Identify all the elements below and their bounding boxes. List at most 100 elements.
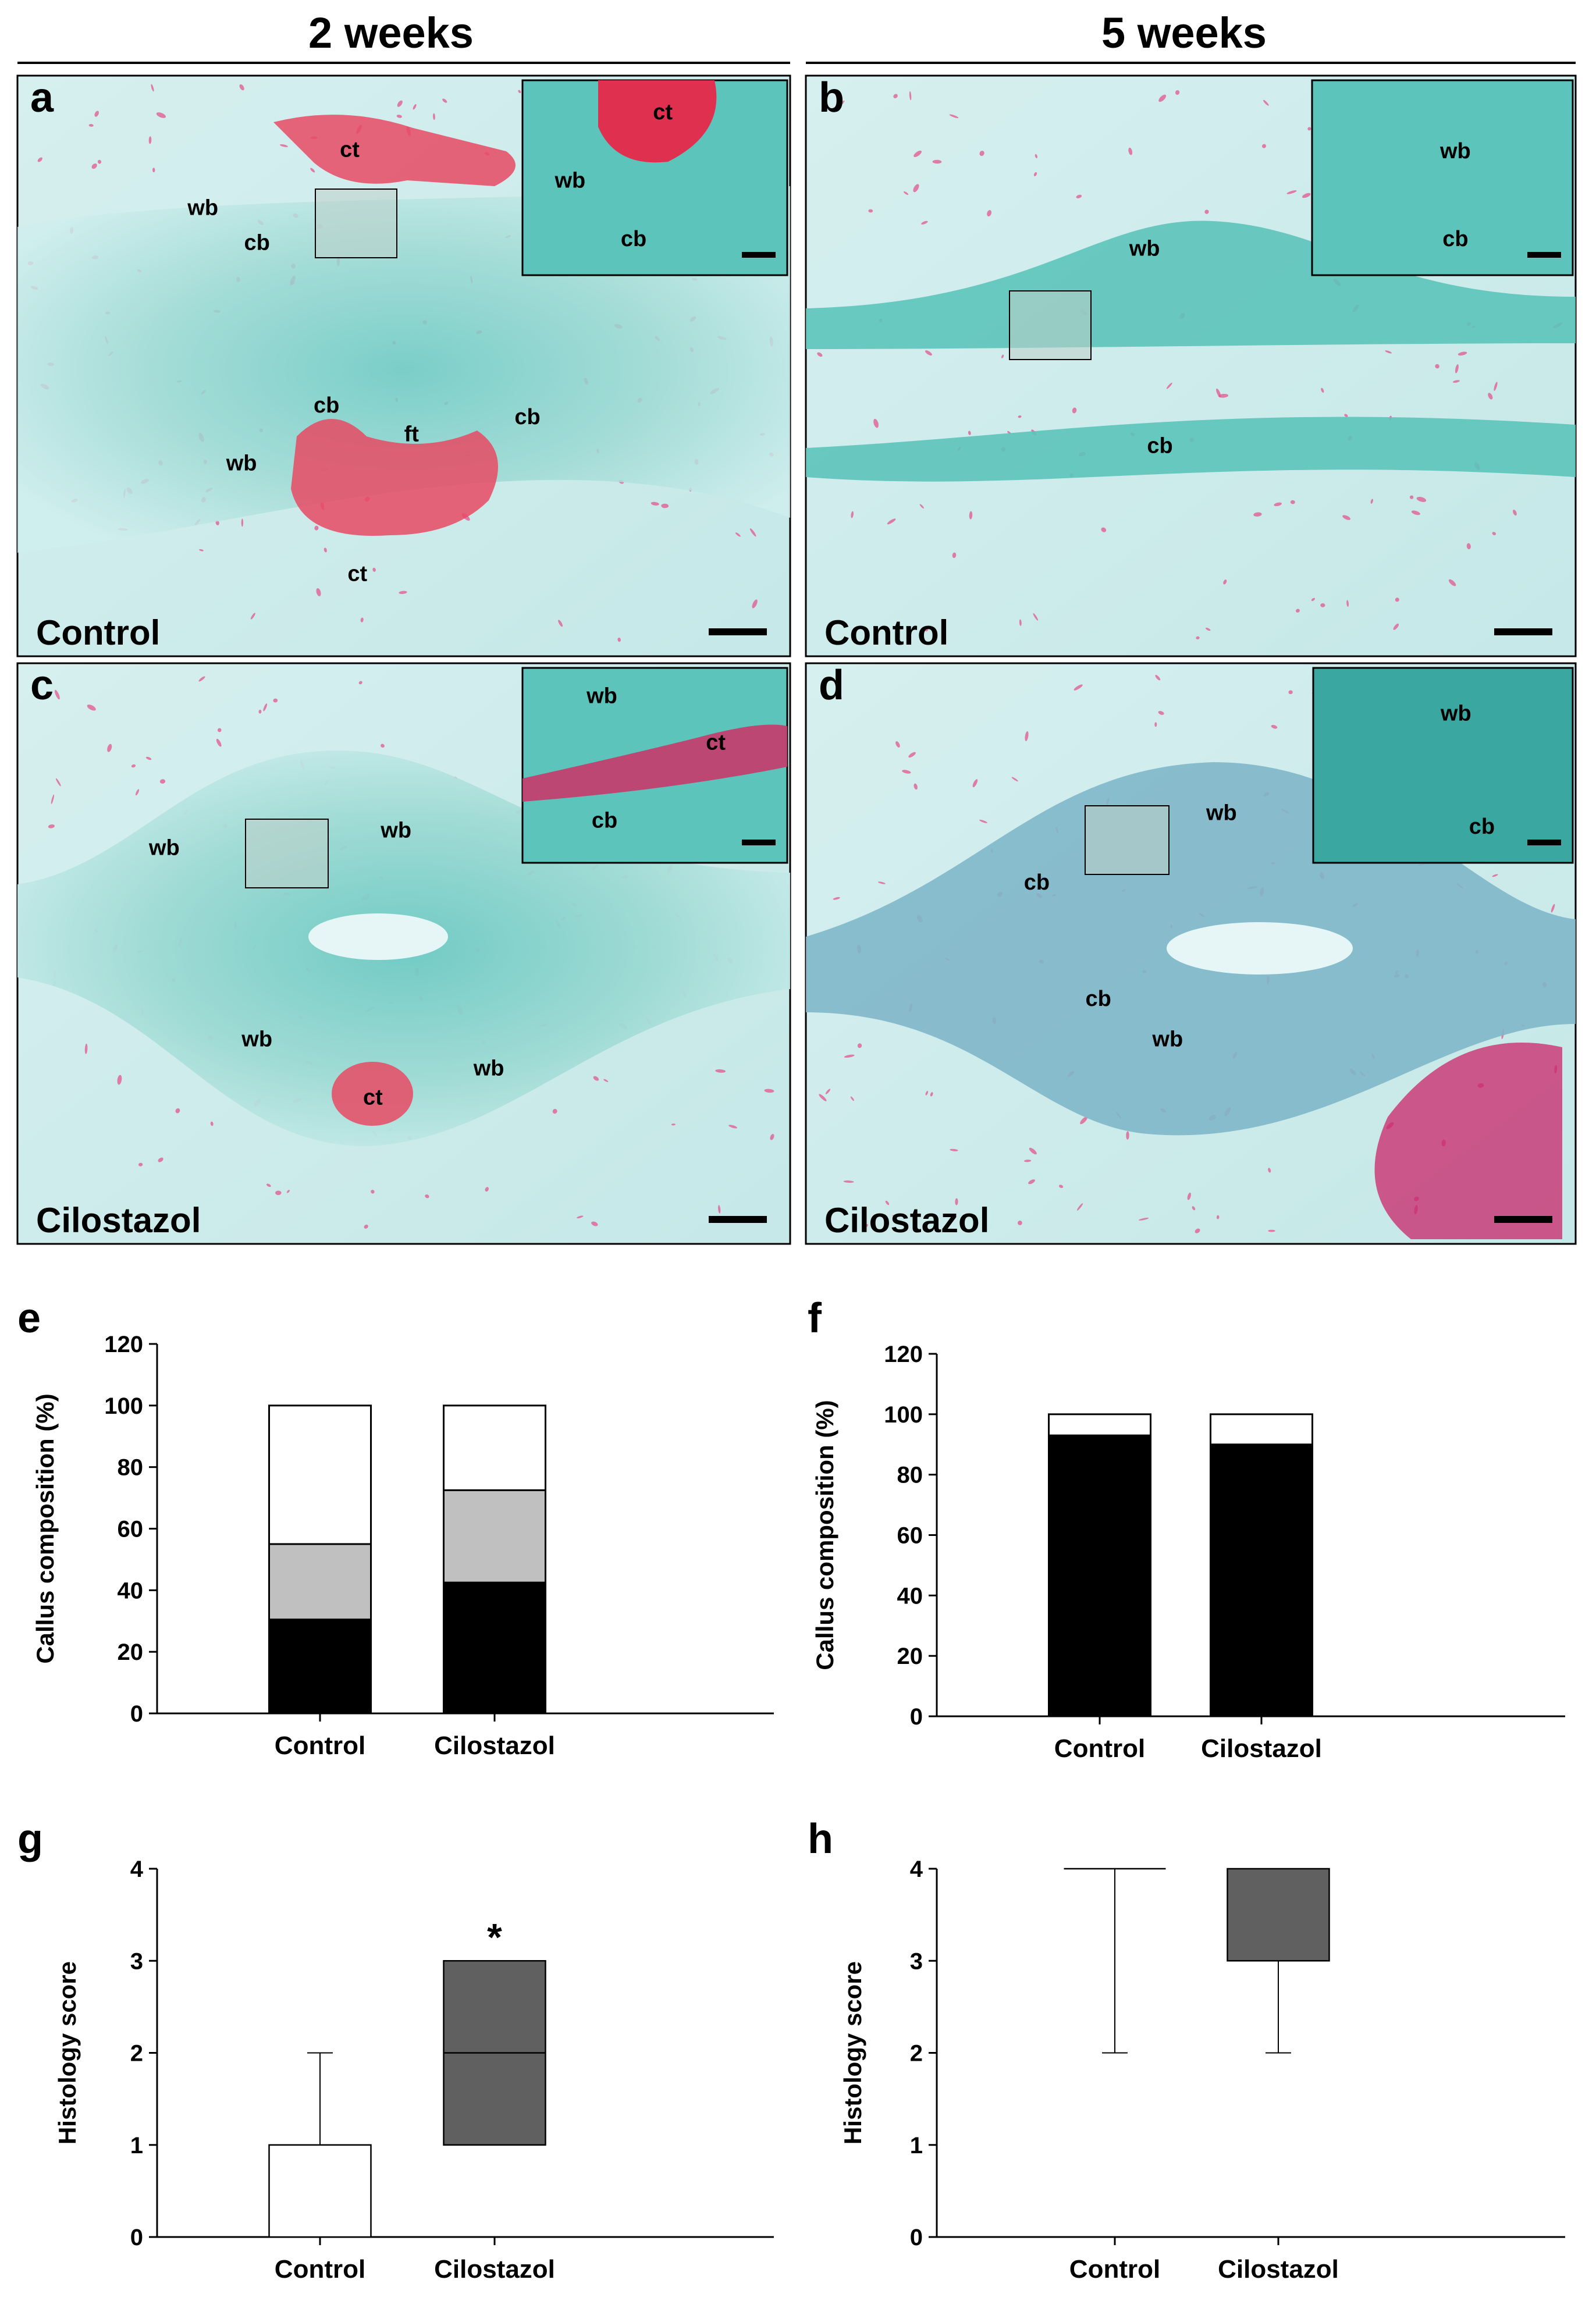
pink-cell — [868, 209, 873, 213]
pink-cell — [286, 1190, 290, 1193]
pink-cell — [1307, 127, 1311, 131]
pink-cell — [603, 1079, 609, 1082]
x-category-label: Cilostazol — [1201, 1734, 1322, 1763]
pink-cell — [892, 1214, 901, 1217]
group-label: Control — [36, 613, 160, 652]
pink-cell — [1072, 407, 1077, 414]
pink-cell — [878, 881, 886, 884]
y-tick-label: 100 — [884, 1402, 923, 1428]
bar-segment — [1210, 1443, 1313, 1717]
pink-cell — [1296, 609, 1300, 613]
y-tick-label: 120 — [884, 1342, 923, 1367]
y-tick-label: 60 — [118, 1517, 144, 1542]
tissue-label: ct — [340, 138, 360, 162]
pink-cell — [48, 824, 55, 828]
pink-cell — [952, 552, 957, 559]
pink-cell — [819, 1094, 827, 1101]
pink-cell — [1271, 725, 1278, 729]
pink-cell — [1346, 600, 1349, 607]
chart-letter: f — [808, 1295, 822, 1342]
inset-label: wb — [554, 168, 586, 193]
inset-label: wb — [586, 684, 617, 708]
pink-cell — [51, 794, 55, 805]
magnified-region-box — [1085, 805, 1170, 875]
column-title-5-weeks: 5 weeks — [1101, 9, 1267, 57]
inset-label: ct — [653, 100, 673, 125]
pink-cell — [397, 100, 403, 107]
chart-letter: g — [17, 1816, 43, 1862]
inset-label: wb — [1439, 139, 1471, 163]
group-label: Cilostazol — [824, 1201, 989, 1240]
chart-letter: e — [17, 1295, 41, 1342]
pink-cell — [1218, 393, 1229, 398]
pink-cell — [924, 627, 929, 632]
pink-cell — [1492, 532, 1497, 535]
photo-panel-a: ct wb cb ct wb cb cb ft cb wb ct a Control — [16, 74, 791, 657]
pink-cell — [55, 778, 61, 787]
pink-cell — [413, 104, 417, 110]
pink-cell — [37, 157, 42, 162]
pink-cell — [902, 770, 911, 774]
pink-cell — [117, 1075, 122, 1085]
pink-cell — [156, 112, 166, 118]
tissue-label: ct — [363, 1086, 383, 1110]
y-tick-label: 40 — [118, 1578, 144, 1603]
bar-segment — [268, 1543, 372, 1621]
pink-cell — [41, 1227, 46, 1231]
pink-cell — [1288, 690, 1293, 695]
pink-cell — [1018, 415, 1022, 418]
inset-cartilage — [522, 724, 787, 802]
pink-cell — [54, 689, 60, 700]
tissue-label: cb — [244, 230, 270, 255]
pink-cell — [913, 783, 918, 790]
pink-cell — [1033, 613, 1039, 621]
pink-cell — [1551, 904, 1555, 913]
tissue — [806, 221, 1576, 482]
y-tick-label: 0 — [910, 2225, 923, 2250]
magnified-region-box — [1009, 290, 1092, 360]
pink-cell — [817, 352, 823, 357]
tissue-label: cb — [514, 405, 540, 429]
tissue-label: wb — [241, 1027, 272, 1052]
box — [1227, 1868, 1330, 1962]
photo-panel-b: wb cb wb cb b Control — [805, 74, 1577, 657]
pink-cell — [87, 704, 96, 711]
pink-cell — [749, 528, 756, 537]
pink-cell — [909, 91, 912, 101]
pink-cell — [833, 897, 840, 900]
y-tick-label: 2 — [910, 2041, 923, 2067]
pink-cell — [1029, 1147, 1037, 1155]
magnified-region-box — [315, 189, 397, 258]
pink-cell — [151, 84, 154, 92]
y-tick-label: 0 — [130, 1701, 143, 1727]
pink-cell — [932, 159, 942, 164]
pink-cell — [1216, 1215, 1220, 1219]
inset-label: cb — [621, 227, 646, 251]
pink-cell — [887, 518, 896, 525]
y-axis-title: Histology score — [54, 1961, 81, 2144]
y-tick-label: 100 — [104, 1393, 143, 1419]
pink-cell — [850, 1096, 854, 1101]
tissue-label: wb — [473, 1057, 504, 1081]
pink-cell — [364, 1224, 368, 1229]
pink-cell — [381, 744, 385, 748]
box — [268, 2144, 372, 2238]
pink-cell — [107, 744, 112, 752]
tissue-label: wb — [1129, 236, 1160, 261]
pink-cell — [310, 168, 315, 173]
pink-cell — [159, 779, 166, 784]
pink-cell — [1001, 354, 1004, 358]
pink-cell — [88, 124, 94, 127]
photo-panel-d: wb cb wb cb cb wb d Cilostazol — [805, 662, 1577, 1245]
adjacent-tissue — [1374, 1043, 1562, 1239]
y-tick-label: 4 — [130, 1857, 144, 1882]
inset-scale-bar — [1527, 252, 1561, 258]
pink-cell — [94, 111, 99, 117]
inset-c: wb ct cb — [521, 667, 788, 864]
pink-cell — [1028, 1179, 1035, 1185]
pink-cell — [314, 525, 319, 531]
pink-cell — [1128, 147, 1133, 155]
pink-cell — [919, 504, 924, 509]
y-tick-label: 0 — [130, 2225, 143, 2250]
pink-cell — [1101, 527, 1107, 532]
